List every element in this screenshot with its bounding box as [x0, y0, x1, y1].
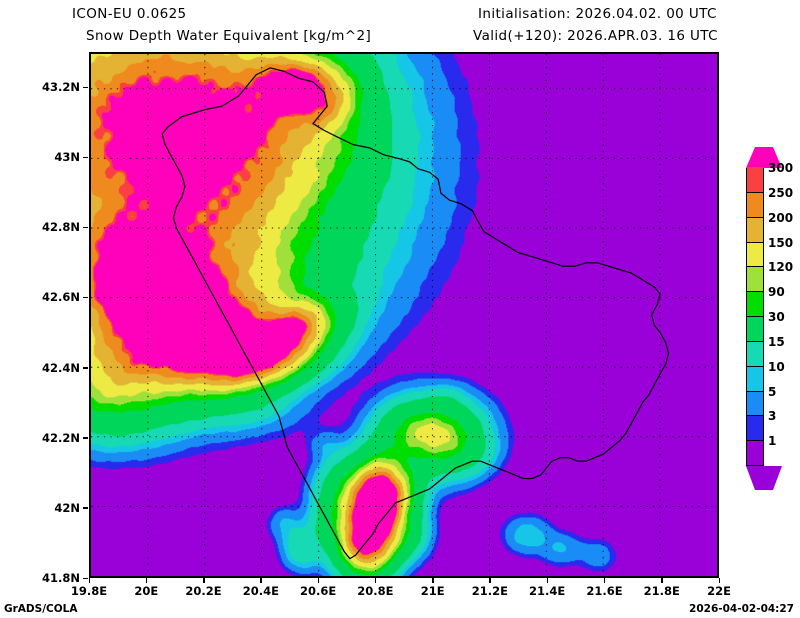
colorbar-tick-label: 200	[768, 210, 794, 225]
x-axis-tick-label: 21.2E	[471, 584, 509, 598]
colorbar-band	[747, 266, 763, 292]
colorbar-band	[747, 167, 763, 192]
x-axis-tick-label: 20E	[134, 584, 159, 598]
colorbar-band	[747, 291, 763, 316]
y-axis-tick-mark	[83, 437, 88, 439]
y-axis-tick-mark	[83, 226, 88, 229]
lat-lon-gridlines	[91, 54, 717, 576]
colorbar-band	[747, 216, 763, 242]
colorbar-band	[747, 415, 763, 441]
colorbar-tick-label: 3	[768, 409, 777, 424]
colorbar-tick-label: 1	[768, 434, 777, 449]
y-axis-tick-mark	[83, 367, 88, 369]
footer-producer-label: GrADS/COLA	[4, 603, 78, 615]
colorbar-under-arrow	[746, 466, 782, 490]
y-axis-tick-mark	[83, 577, 88, 579]
x-axis-tick-mark	[718, 578, 720, 583]
x-axis-tick-label: 21.6E	[586, 584, 623, 598]
colorbar-band	[747, 241, 763, 267]
x-axis-tick-mark	[489, 578, 491, 583]
y-axis-tick-label: 42.4N	[42, 360, 80, 375]
x-axis-tick-label: 20.2E	[185, 584, 222, 598]
colorbar-tick-label: 150	[768, 235, 794, 250]
y-axis-tick-mark	[83, 507, 88, 509]
x-axis-tick-mark	[260, 578, 262, 583]
y-axis-tick-label: 41.8N	[42, 571, 80, 585]
x-axis-tick-label: 20.4E	[242, 584, 279, 598]
colorbar-band	[747, 365, 763, 391]
x-axis-tick-mark	[203, 578, 205, 583]
y-axis-tick-label: 43.2N	[42, 80, 80, 95]
colorbar-tick-label: 250	[768, 185, 794, 200]
colorbar-tick-label: 15	[768, 334, 785, 349]
colorbar-tick-label: 90	[768, 285, 785, 300]
y-axis-tick-label: 42.8N	[42, 220, 80, 235]
x-axis-tick-label: 21E	[420, 584, 445, 598]
y-axis-tick-label: 42.6N	[42, 290, 80, 305]
map-plot-area[interactable]	[89, 52, 719, 578]
header-model-label: ICON-EU 0.0625	[72, 6, 187, 22]
x-axis-tick-mark	[546, 578, 549, 583]
footer-generated-label: 2026-04-02-04:27	[689, 603, 794, 615]
x-axis-tick-mark	[374, 578, 377, 583]
y-axis-tick-label: 42.2N	[42, 430, 80, 445]
y-axis-tick-mark	[83, 86, 88, 89]
colorbar-band	[747, 340, 763, 366]
x-axis-tick-label: 21.8E	[643, 584, 680, 598]
colorbar-tick-label: 300	[768, 161, 794, 175]
x-axis-tick-mark	[145, 578, 148, 583]
country-border-overlay	[161, 67, 670, 560]
y-axis-tick-label: 42N	[54, 500, 80, 515]
colorbar-tick-label: 120	[768, 260, 794, 275]
x-axis-tick-label: 21.4E	[529, 584, 566, 598]
x-axis-tick-mark	[317, 578, 320, 583]
colorbar-tick-label: 30	[768, 310, 785, 324]
header-initialisation-label: Initialisation: 2026.04.02. 00 UTC	[478, 6, 717, 22]
x-axis-tick-label: 19.8E	[70, 584, 108, 598]
y-axis-tick-label: 43N	[54, 150, 80, 165]
x-axis-tick-label: 22E	[707, 584, 731, 598]
y-axis-tick-mark	[83, 156, 88, 159]
x-axis-tick-mark	[603, 578, 606, 583]
colorbar-tick-label: 10	[768, 359, 785, 374]
colorbar-band	[747, 191, 763, 217]
colorbar[interactable]	[746, 167, 764, 466]
y-axis-tick-mark	[83, 296, 88, 299]
x-axis-tick-mark	[661, 578, 663, 583]
colorbar-over-arrow	[746, 147, 782, 168]
colorbar-band	[747, 390, 763, 416]
x-axis-tick-label: 20.6E	[299, 584, 337, 598]
colorbar-tick-label: 5	[768, 384, 777, 399]
x-axis-tick-mark	[432, 578, 434, 583]
header-valid-label: Valid(+120): 2026.APR.03. 16 UTC	[473, 28, 718, 44]
snow-depth-field-raster	[91, 54, 717, 576]
colorbar-band	[747, 440, 763, 465]
x-axis-tick-mark	[88, 578, 90, 583]
header-variable-label: Snow Depth Water Equivalent [kg/m^2]	[86, 28, 372, 44]
colorbar-band	[747, 316, 763, 341]
x-axis-tick-label: 20.8E	[357, 584, 394, 598]
